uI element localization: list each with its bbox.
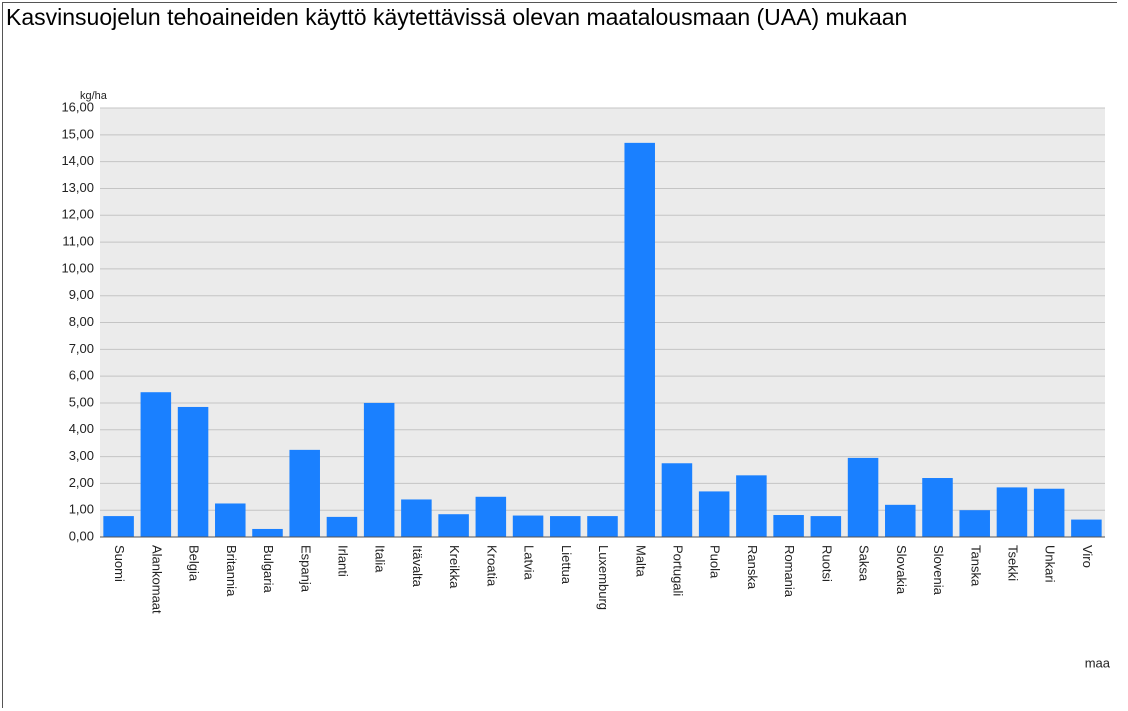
y-tick-label: 9,00 [69, 287, 94, 302]
bar [847, 457, 879, 537]
y-tick-label: 13,00 [61, 180, 94, 195]
y-tick-label: 10,00 [61, 260, 94, 275]
x-tick-label: Kreikka [447, 545, 462, 589]
y-tick-label: 2,00 [69, 475, 94, 490]
bar [1033, 488, 1065, 537]
y-tick-label: 0,00 [69, 528, 94, 543]
bar [959, 510, 990, 537]
bar [922, 478, 953, 537]
x-tick-label: Saksa [857, 545, 872, 582]
x-tick-label: Viro [1080, 545, 1095, 568]
bar [698, 491, 730, 537]
x-tick-label: Belgia [187, 545, 202, 582]
y-tick-label: 3,00 [69, 448, 94, 463]
bar [1071, 519, 1102, 537]
x-tick-label: Portugali [671, 545, 686, 596]
y-tick-label: 15,00 [61, 126, 94, 141]
x-tick-label: Puola [708, 545, 723, 579]
bar [140, 392, 172, 537]
x-tick-label: Alankomaat [149, 545, 164, 614]
x-tick-label: Luxemburg [596, 545, 611, 610]
y-tick-label: 11,00 [62, 234, 94, 249]
x-tick-label: Kroatia [484, 545, 499, 587]
y-tick-label: 1,00 [69, 502, 94, 517]
bar [215, 503, 246, 537]
x-tick-label: Malta [633, 545, 648, 578]
x-tick-label: Unkari [1043, 545, 1058, 583]
bar [103, 516, 134, 537]
bar [252, 528, 283, 537]
y-tick-label: 16,00 [61, 99, 94, 114]
x-tick-label: Slovakia [894, 545, 909, 595]
y-axis-label: kg/ha [80, 90, 108, 102]
bar [661, 463, 693, 537]
x-tick-label: Espanja [298, 545, 313, 593]
bar [363, 402, 395, 537]
bar [438, 514, 469, 537]
bar [475, 496, 507, 537]
x-tick-label: Tsekki [1006, 545, 1021, 581]
y-tick-label: 14,00 [61, 153, 94, 168]
bar [587, 516, 618, 537]
x-tick-label: Britannia [224, 545, 239, 597]
y-tick-label: 7,00 [69, 341, 94, 356]
bar [885, 504, 916, 537]
x-tick-label: Tanska [968, 545, 983, 587]
bar [289, 449, 320, 537]
x-tick-label: Irlanti [336, 545, 351, 577]
bar [773, 515, 804, 537]
x-tick-label: Italia [373, 545, 388, 573]
y-tick-label: 8,00 [69, 314, 94, 329]
x-tick-label: Ruotsi [819, 545, 834, 582]
bar [624, 142, 655, 537]
bar [401, 499, 432, 537]
x-tick-label: Itävalta [410, 545, 425, 588]
y-tick-label: 12,00 [61, 207, 94, 222]
x-tick-label: Bulgaria [261, 545, 276, 593]
x-tick-label: Romania [782, 545, 797, 598]
x-tick-label: Slovenia [931, 545, 946, 596]
bar [810, 516, 842, 537]
x-tick-label: Suomi [112, 545, 127, 582]
y-tick-label: 6,00 [69, 368, 94, 383]
bar [736, 475, 767, 537]
y-tick-label: 4,00 [69, 421, 94, 436]
x-tick-label: Liettua [559, 545, 574, 585]
x-tick-label: Latvia [522, 545, 537, 580]
y-tick-label: 5,00 [69, 394, 94, 409]
bar [177, 406, 209, 537]
x-axis-label: maa [1085, 655, 1111, 670]
bar [326, 516, 358, 537]
bar [996, 487, 1028, 537]
bar [512, 515, 544, 537]
bar [550, 516, 581, 537]
x-tick-label: Ranska [745, 545, 760, 590]
chart-title: Kasvinsuojelun tehoaineiden käyttö käyte… [6, 4, 908, 30]
